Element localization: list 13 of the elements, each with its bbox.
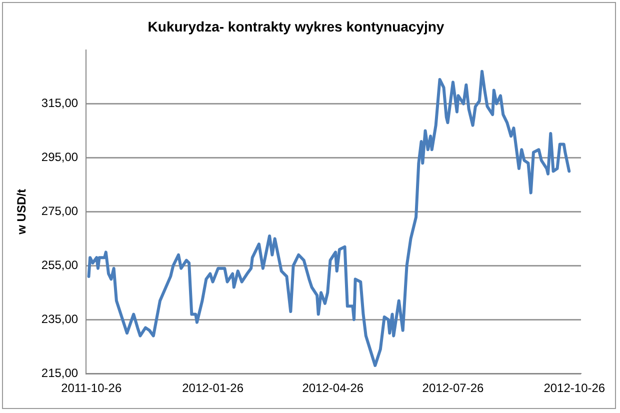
- chart-title: Kukurydza- kontrakty wykres kontynuacyjny: [148, 18, 444, 34]
- y-tick-label: 295,00: [41, 150, 78, 164]
- y-tick-label: 215,00: [41, 366, 78, 380]
- y-tick-label: 275,00: [41, 204, 78, 218]
- x-tick-label: 2011-10-26: [61, 381, 122, 396]
- y-tick-label: 235,00: [41, 312, 78, 326]
- y-axis-title: w USD/t: [14, 189, 29, 236]
- x-tick-label: 2012-01-26: [182, 381, 244, 396]
- x-tick-label: 2012-04-26: [302, 381, 364, 396]
- x-tick-label: 2012-10-26: [544, 381, 606, 396]
- y-tick-label: 315,00: [41, 96, 78, 110]
- x-tick-label: 2012-07-26: [422, 381, 484, 396]
- y-tick-label: 255,00: [41, 258, 78, 272]
